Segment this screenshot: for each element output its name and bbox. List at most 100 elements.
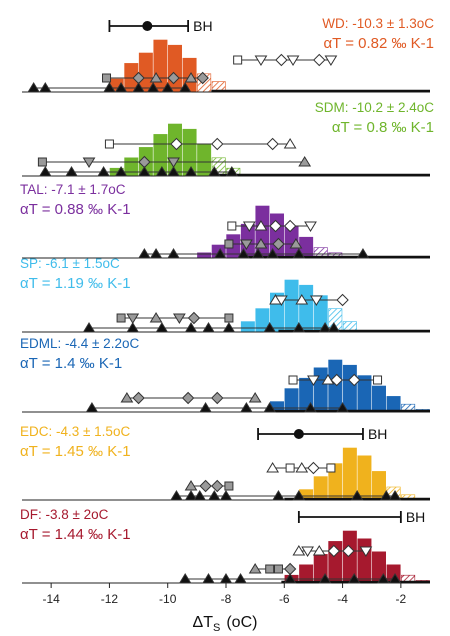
black-triangle-marker: [234, 573, 247, 584]
black-triangle-marker: [202, 322, 215, 333]
panel-title: WD: -10.3 ± 1.3oC: [322, 16, 434, 31]
gray-marker: [120, 392, 134, 403]
black-triangle-marker: [27, 82, 41, 93]
black-triangle-marker: [114, 166, 128, 177]
black-triangle-marker: [207, 166, 221, 177]
gray-marker: [126, 313, 140, 324]
black-triangle-marker: [237, 248, 250, 259]
black-triangle-marker: [318, 322, 332, 333]
black-triangle-marker: [199, 402, 212, 413]
black-triangle-marker: [222, 322, 236, 333]
black-triangle-marker: [161, 82, 175, 93]
gray-marker: [187, 311, 201, 325]
black-triangle-marker: [376, 573, 390, 584]
gray-marker: [224, 239, 234, 249]
gray-marker: [224, 481, 234, 491]
histogram-bar: [328, 359, 343, 413]
gray-marker: [211, 391, 224, 405]
panel-sensitivity: αT = 0.82 ‰ K-1: [323, 35, 434, 52]
open-marker: [283, 219, 297, 233]
black-triangle-marker: [272, 490, 285, 501]
open-marker: [348, 373, 361, 387]
gray-marker: [184, 480, 198, 491]
black-triangle-marker: [132, 82, 145, 93]
gray-marker: [132, 391, 145, 405]
open-marker: [373, 375, 383, 385]
x-tick-label: -4: [337, 592, 348, 606]
histogram-bar: [342, 447, 357, 501]
open-marker: [324, 55, 338, 66]
open-marker: [327, 544, 341, 558]
gray-marker: [240, 239, 253, 250]
panel-title: SDM: -10.2 ± 2.4oC: [315, 100, 434, 115]
histogram-bar: [124, 157, 139, 177]
bh-label: BH: [406, 509, 425, 525]
black-triangle-marker: [103, 82, 116, 93]
gray-marker: [289, 238, 303, 249]
black-triangle-marker: [38, 82, 52, 93]
black-triangle-marker: [178, 573, 192, 584]
black-triangle-marker: [97, 166, 110, 177]
gray-marker: [199, 479, 212, 493]
open-marker: [233, 55, 243, 65]
histogram-bar: [284, 279, 299, 333]
open-marker: [227, 221, 237, 231]
open-marker: [292, 545, 306, 556]
panel-sensitivity: αT = 1.4 ‰ K-1: [20, 355, 122, 372]
black-triangle-marker: [266, 248, 280, 259]
black-triangle-marker: [251, 248, 265, 259]
black-triangle-marker: [114, 82, 128, 93]
gray-marker: [149, 72, 163, 83]
black-triangle-marker: [138, 166, 151, 177]
gray-marker: [248, 563, 262, 574]
black-triangle-marker: [178, 82, 192, 93]
histogram-bar: [372, 385, 386, 413]
open-marker: [336, 293, 349, 307]
black-triangle-marker: [388, 490, 402, 501]
open-marker: [309, 295, 323, 306]
histogram-bar: [342, 364, 357, 413]
open-marker: [330, 373, 343, 387]
panel-tal: TAL: -7.1 ± 1.7oC αT = 0.88 ‰ K-1: [20, 182, 430, 259]
black-triangle-marker: [213, 248, 227, 259]
black-triangle-marker: [207, 490, 221, 501]
black-triangle-marker: [85, 402, 99, 413]
open-marker: [304, 221, 317, 232]
black-triangle-marker: [350, 490, 364, 501]
black-triangle-marker: [38, 166, 52, 177]
bh-label: BH: [193, 18, 212, 34]
black-triangle-marker: [184, 322, 198, 333]
black-triangle-marker: [304, 402, 317, 413]
panel-df: BH DF: -3.8 ± 2oC αT = 1.44 ‰ K-1: [20, 507, 430, 584]
gray-marker: [82, 157, 96, 168]
open-marker: [326, 463, 336, 473]
panel-title: EDC: -4.3 ± 1.5oC: [20, 424, 130, 439]
gray-marker: [272, 237, 285, 251]
panel-title: SP: -6.1 ± 1.5oC: [20, 256, 120, 271]
open-marker: [283, 138, 297, 149]
black-triangle-marker: [225, 166, 239, 177]
open-marker: [285, 463, 295, 473]
black-triangle-marker: [318, 573, 332, 584]
black-triangle-marker: [263, 322, 277, 333]
gray-marker: [37, 157, 47, 167]
gray-marker: [248, 392, 262, 403]
black-triangle-marker: [146, 82, 160, 93]
histogram-bar: [240, 321, 255, 333]
black-triangle-marker: [336, 402, 349, 413]
gray-marker: [224, 313, 234, 323]
x-axis-label-main: ΔT: [193, 614, 214, 631]
black-triangle-marker: [149, 248, 163, 259]
open-marker: [254, 55, 268, 66]
bh-center-dot: [293, 429, 304, 439]
open-marker: [274, 295, 288, 306]
panel-sdm: SDM: -10.2 ± 2.4oC αT = 0.8 ‰ K-1: [22, 100, 434, 177]
panel-edc: BH EDC: -4.3 ± 1.5oC αT = 1.45 ‰ K-1: [20, 424, 430, 501]
histogram-bar: [357, 455, 372, 501]
open-marker: [242, 221, 256, 232]
gray-marker: [167, 71, 180, 85]
histogram-bar: [197, 144, 212, 177]
open-marker: [266, 137, 279, 151]
gray-marker: [116, 313, 126, 323]
open-marker: [307, 375, 320, 386]
